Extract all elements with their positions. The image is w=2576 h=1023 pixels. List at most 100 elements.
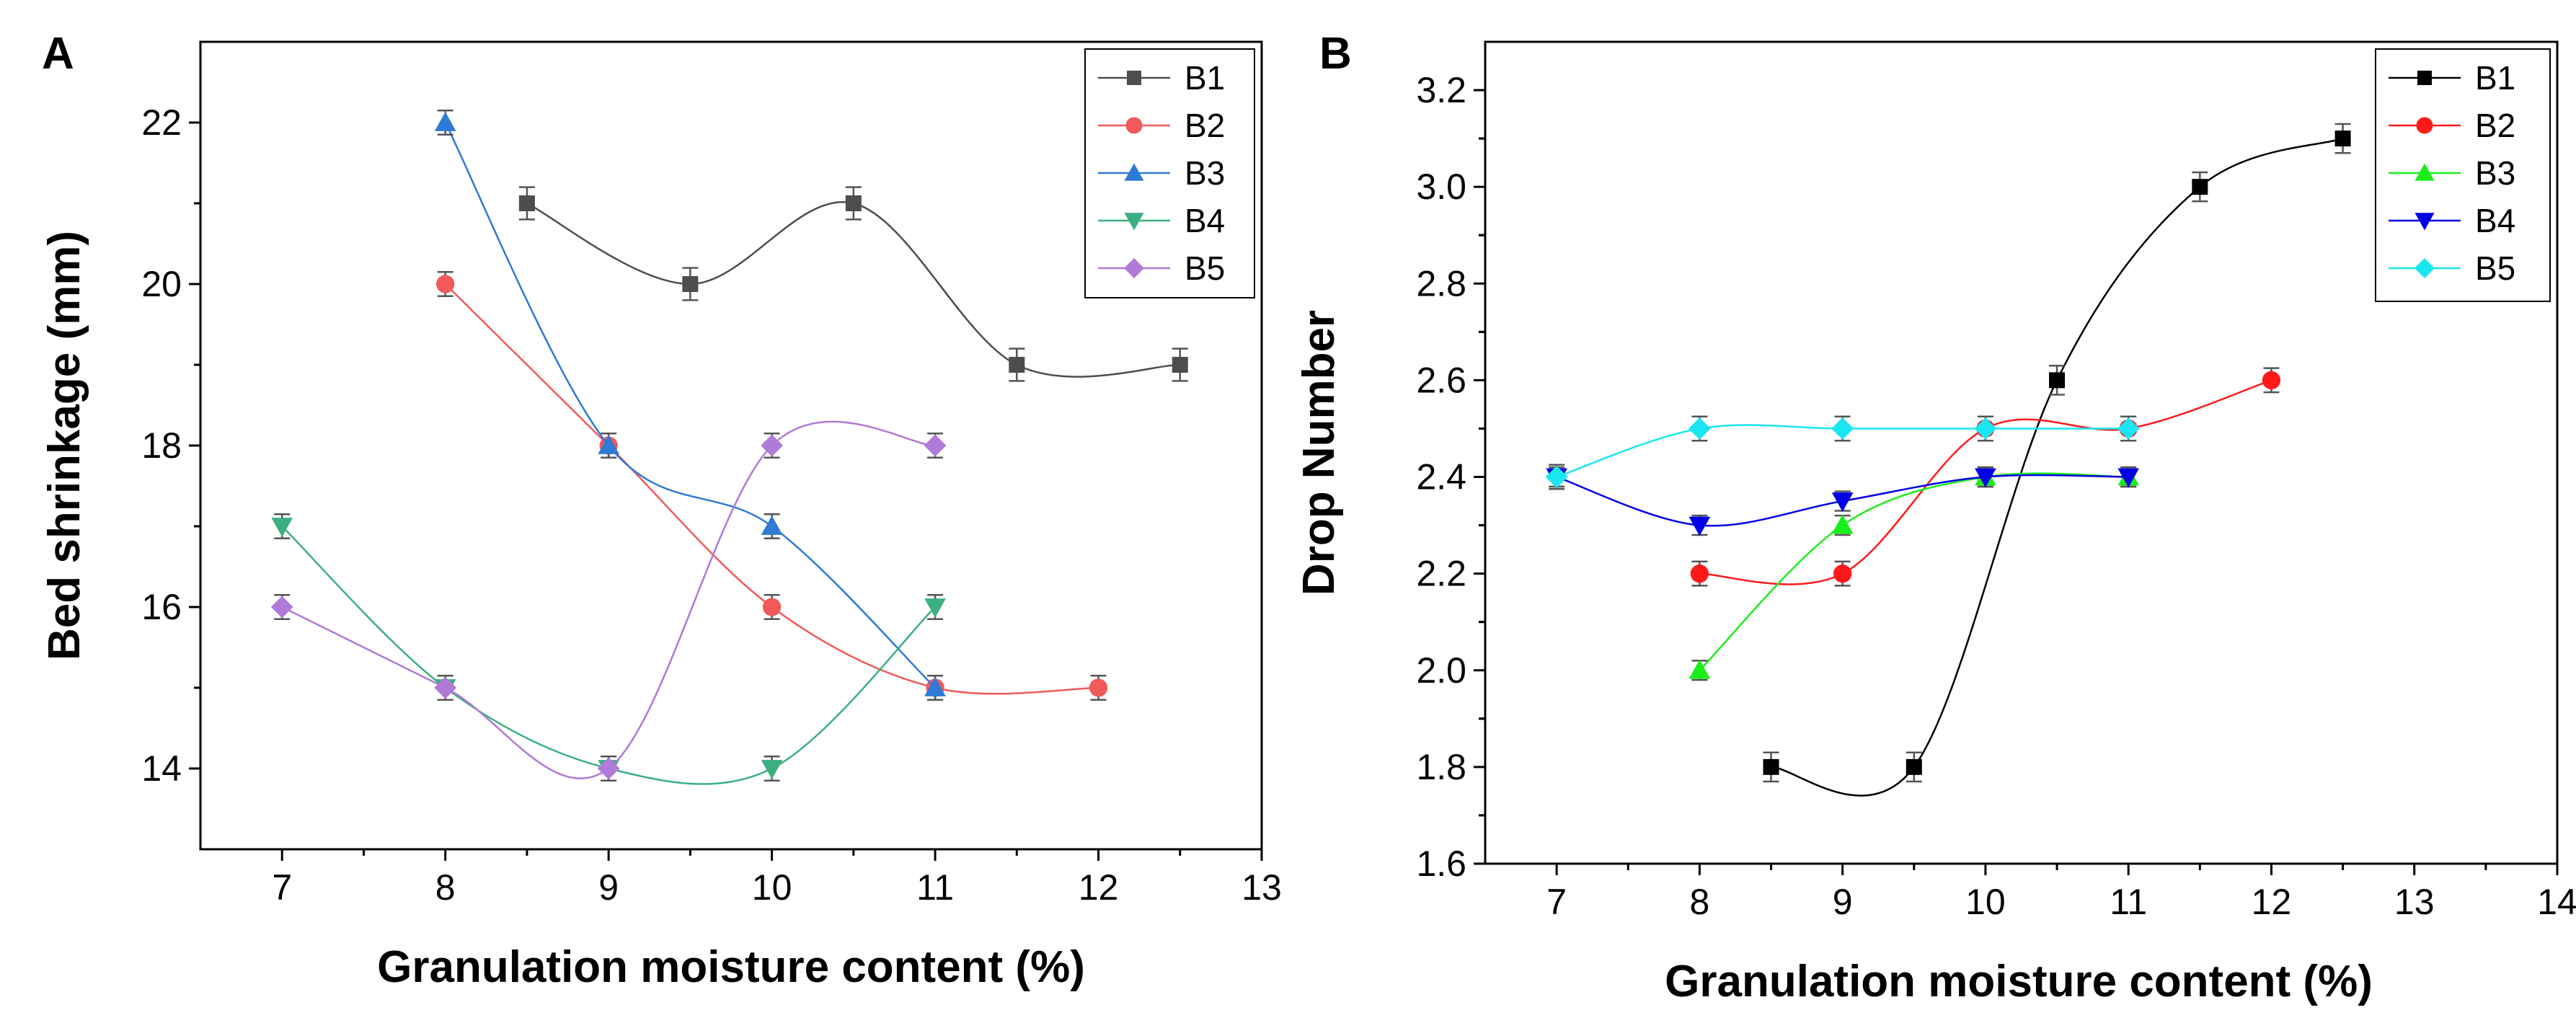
y-tick-label: 1.6: [1416, 843, 1466, 884]
panel-a-ticks: 7 8 9 10 11 12 13 14 16 18 20 22: [141, 102, 1281, 908]
legend-box: [2375, 48, 2551, 302]
data-point: [924, 677, 946, 696]
panel-a-legend: B1 B2 B3 B4 B5: [1084, 48, 1255, 298]
panel-a-plot: [270, 109, 1188, 785]
y-tick-label: 20: [141, 264, 182, 304]
panel-b-plot: [1545, 123, 2351, 797]
panel-b-frame: [1484, 40, 2559, 865]
data-point: [761, 515, 783, 535]
data-point: [924, 598, 946, 618]
legend-item: B2: [2389, 107, 2515, 144]
y-tick-label: 2.0: [1416, 650, 1466, 691]
panel-b-ticks: 7 8 9 10 11 12 13 14 1.6 1.8 2.0 2.2 2.4 2.6 2.8 3.0 3.2: [1416, 70, 2576, 922]
legend-item: B4: [2389, 202, 2515, 239]
x-tick-label: 8: [435, 867, 456, 908]
panel-letter-b: B: [1319, 29, 1352, 79]
panel-b: B 7 8 9 10 11 12 13 14 1.6 1.8 2.0 2.2 2.4 2.6 2.8 3.0 3…: [1294, 29, 2576, 1006]
data-point: [924, 434, 947, 457]
legend-marker: [2415, 258, 2435, 278]
data-point: [434, 112, 456, 131]
data-point: [1688, 516, 1711, 536]
data-point: [597, 757, 620, 780]
x-tick-label: 7: [1546, 882, 1567, 922]
x-tick-label: 10: [752, 867, 792, 908]
data-point: [271, 518, 293, 537]
legend-marker: [1124, 163, 1144, 181]
data-point: [1172, 357, 1188, 373]
data-point: [270, 595, 293, 619]
legend-item: B2: [1098, 107, 1225, 144]
legend-label: B4: [1185, 202, 1225, 239]
data-point: [1831, 417, 1854, 440]
series-b1: [1763, 123, 2351, 797]
data-point: [1545, 466, 1568, 488]
series-b4: [271, 513, 946, 785]
legend-marker: [2415, 163, 2435, 181]
panel-b-y-axis-title: Drop Number: [1294, 310, 1344, 595]
data-point: [2334, 130, 2351, 147]
data-point: [2192, 179, 2208, 195]
data-point: [2049, 372, 2066, 389]
y-tick-label: 3.2: [1416, 70, 1466, 110]
panel-a: A 7 8 9 10 11 12 13 14 16 18 20 22 Granulation mois…: [40, 29, 1282, 992]
series-b3: [1688, 466, 2140, 681]
x-tick-label: 13: [1241, 867, 1282, 908]
legend-item: B1: [1098, 59, 1225, 97]
series-line: [526, 200, 1180, 378]
legend-label: B3: [1185, 154, 1225, 192]
y-tick-label: 1.8: [1416, 747, 1466, 787]
series-b5: [270, 420, 947, 782]
x-tick-label: 7: [272, 867, 292, 908]
legend-marker: [1124, 213, 1144, 231]
legend-marker: [2416, 117, 2433, 134]
data-point: [434, 676, 457, 699]
x-tick-label: 11: [2110, 882, 2147, 922]
x-tick-label: 12: [1079, 867, 1119, 908]
legend-item: B5: [2389, 249, 2515, 287]
data-point: [1688, 659, 1711, 679]
data-point: [598, 435, 620, 454]
x-tick-label: 10: [1965, 882, 2006, 922]
y-tick-label: 2.2: [1416, 554, 1466, 594]
y-tick-label: 16: [141, 587, 182, 627]
data-point: [682, 276, 699, 292]
legend-item: B5: [1098, 249, 1225, 287]
data-point: [1690, 564, 1709, 583]
series-b3: [434, 109, 946, 701]
legend-marker: [2415, 213, 2435, 231]
x-tick-label: 11: [916, 867, 954, 908]
legend-label: B5: [2475, 249, 2515, 287]
legend-label: B2: [1185, 107, 1225, 144]
data-point: [1831, 492, 1854, 512]
data-point: [762, 598, 782, 616]
legend-item: B3: [1098, 154, 1225, 192]
data-point: [1975, 468, 1996, 488]
y-tick-label: 22: [141, 102, 182, 143]
data-point: [761, 760, 783, 779]
panel-b-legend: B1 B2 B3 B4 B5: [2375, 48, 2551, 302]
x-tick-label: 9: [598, 867, 619, 908]
data-point: [845, 195, 862, 211]
legend-marker: [1124, 258, 1144, 278]
data-point: [2117, 417, 2140, 440]
panel-a-x-axis-title: Granulation moisture content (%): [377, 942, 1085, 992]
data-point: [1833, 564, 1852, 583]
legend-label: B1: [2475, 59, 2515, 97]
legend-marker: [2417, 71, 2432, 85]
series-b1: [518, 186, 1188, 382]
legend-item: B3: [2389, 154, 2515, 192]
series-line: [444, 122, 936, 688]
y-tick-label: 2.8: [1416, 263, 1466, 304]
data-point: [1089, 678, 1108, 697]
data-point: [436, 275, 455, 293]
series-line: [1771, 137, 2343, 797]
legend-item: B1: [2389, 59, 2515, 97]
series-b2: [436, 270, 1108, 701]
data-point: [518, 195, 535, 211]
y-tick-label: 14: [141, 748, 182, 789]
data-point: [2117, 468, 2140, 488]
panel-letter-a: A: [42, 29, 74, 79]
legend-label: B3: [2475, 154, 2515, 192]
x-tick-label: 12: [2252, 882, 2292, 922]
data-point: [1906, 758, 1922, 775]
